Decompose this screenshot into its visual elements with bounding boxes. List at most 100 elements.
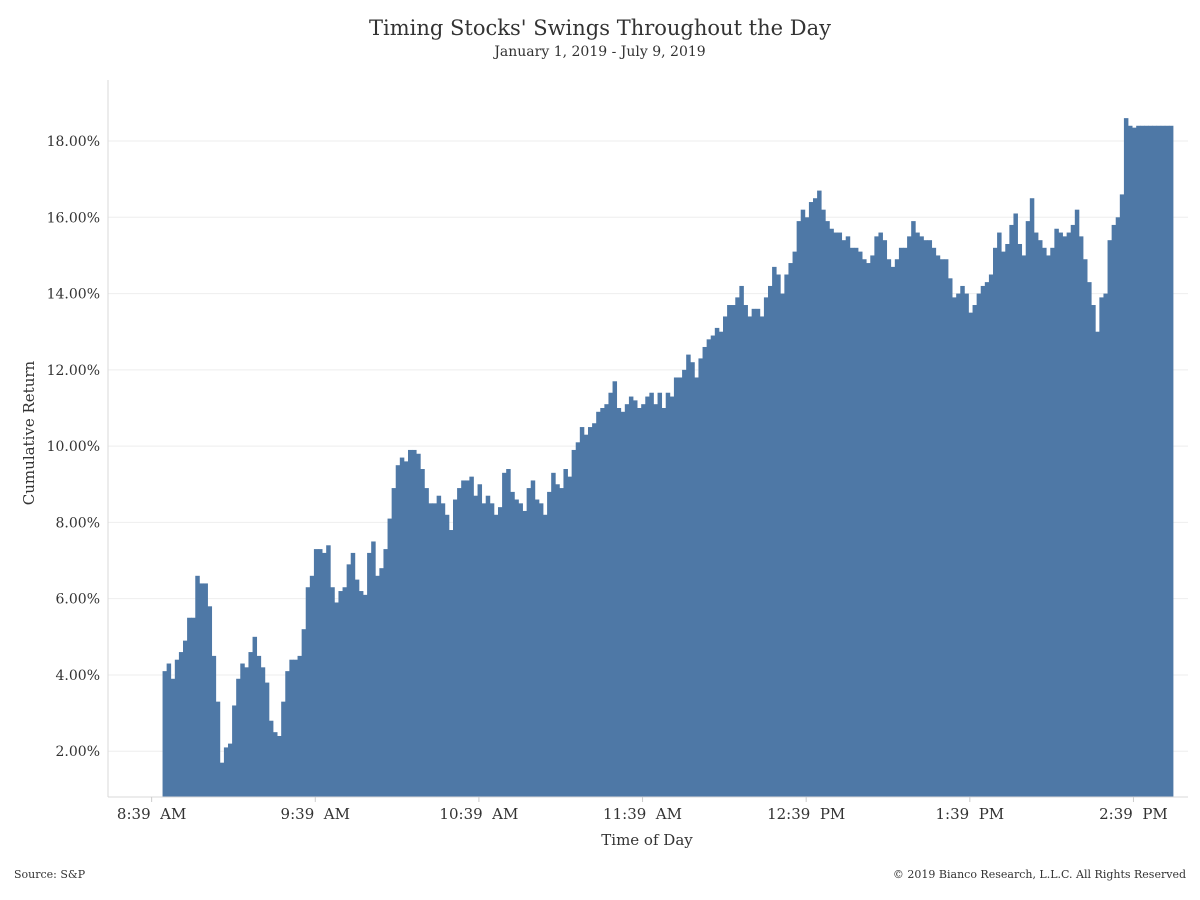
bar (915, 232, 920, 798)
bar (244, 667, 249, 797)
bar-chart: 2.00% 4.00% 6.00% 8.00% 10.00% 12.00% 14.00% 16… (20, 80, 1188, 849)
bar (371, 541, 376, 797)
bar (1058, 232, 1063, 798)
bar (170, 678, 176, 797)
bar (166, 663, 172, 797)
bar (326, 545, 331, 797)
bar (1115, 217, 1121, 798)
bar (735, 297, 740, 797)
x-tick-label: 10:39 AM (439, 805, 518, 823)
bar (1009, 224, 1014, 797)
bar (759, 316, 765, 797)
bar (379, 568, 384, 797)
bar (943, 259, 949, 797)
bar (1103, 293, 1108, 797)
bar (780, 293, 785, 797)
bar (461, 480, 466, 797)
bar (911, 221, 916, 798)
bar (534, 499, 540, 797)
bar (837, 232, 843, 798)
bar (240, 663, 245, 797)
bar (984, 282, 990, 797)
bar (878, 232, 883, 798)
bar (628, 396, 634, 797)
x-tick-label: 1:39 PM (935, 805, 1004, 823)
bar (612, 381, 618, 797)
bar (882, 240, 888, 797)
bar (1119, 194, 1125, 797)
bar (387, 518, 393, 797)
bar (383, 549, 388, 797)
bar (637, 407, 642, 797)
bar (252, 636, 258, 797)
bar (403, 461, 409, 797)
bar (444, 514, 450, 797)
bar (1070, 224, 1076, 797)
bar (784, 274, 789, 797)
bar (174, 659, 180, 797)
y-tick-label: 10.00% (47, 439, 100, 455)
bar (616, 407, 622, 797)
bar (183, 640, 188, 797)
bar (391, 488, 397, 797)
bar (964, 293, 969, 797)
bar (510, 491, 515, 797)
bar (453, 499, 458, 797)
bar (538, 503, 544, 797)
bar (825, 221, 830, 798)
bar (890, 266, 896, 797)
bar (440, 503, 446, 797)
bar (547, 491, 552, 797)
bar (845, 236, 851, 797)
bar (821, 209, 826, 798)
bar (273, 732, 278, 797)
bar (1013, 213, 1018, 798)
bar (710, 335, 716, 797)
bar (485, 495, 491, 797)
bar (723, 316, 728, 797)
bar (236, 678, 241, 797)
bar (988, 274, 994, 797)
bar (755, 308, 761, 797)
bar (191, 617, 196, 797)
bar (853, 247, 859, 797)
bar (808, 202, 814, 798)
bar (718, 331, 724, 797)
bar (1123, 118, 1129, 797)
bar (993, 247, 998, 797)
bar (1107, 240, 1113, 797)
bar (919, 236, 924, 797)
y-tick-label: 4.00% (56, 668, 100, 684)
bar (935, 255, 941, 797)
bar (559, 488, 564, 797)
source-note: Source: S&P (14, 868, 86, 881)
bar (465, 480, 470, 797)
bar (354, 579, 360, 797)
bar (894, 259, 900, 797)
bar (219, 762, 225, 797)
bar (862, 259, 867, 797)
bar (804, 217, 810, 798)
bar (698, 358, 703, 797)
bar (870, 255, 875, 797)
bar (297, 655, 303, 797)
bar (1168, 125, 1174, 797)
bar (1005, 243, 1010, 798)
bar (457, 488, 462, 797)
bar (1160, 125, 1166, 797)
bar (1152, 125, 1158, 797)
bar (1074, 209, 1080, 798)
bar (747, 316, 753, 797)
bar (187, 617, 192, 797)
bar (849, 247, 855, 797)
x-tick-label: 2:39 PM (1099, 805, 1168, 823)
bar (363, 594, 368, 797)
bar (645, 396, 650, 797)
bar (956, 293, 961, 797)
bar (763, 297, 769, 797)
bar (927, 240, 933, 797)
bar (792, 251, 798, 797)
bar (1140, 125, 1145, 797)
x-tick-label: 8:39 AM (117, 805, 186, 823)
bar (1111, 224, 1117, 797)
